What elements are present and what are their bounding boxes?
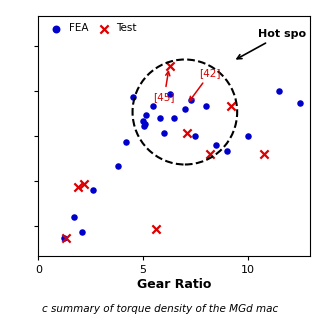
- FEA: [61, 236, 66, 241]
- Test: [82, 181, 87, 187]
- Test: [153, 227, 158, 232]
- FEA: [203, 103, 208, 108]
- FEA: [193, 133, 198, 139]
- FEA: [168, 92, 173, 97]
- FEA: [142, 121, 148, 126]
- Text: [42]: [42]: [190, 68, 221, 101]
- FEA: [130, 94, 135, 100]
- FEA: [276, 88, 282, 93]
- Test: [207, 151, 212, 156]
- FEA: [297, 100, 302, 106]
- FEA: [157, 116, 162, 121]
- FEA: [182, 107, 188, 112]
- Text: [45]: [45]: [154, 71, 175, 102]
- FEA: [224, 148, 229, 154]
- Legend: FEA, Test: FEA, Test: [44, 21, 139, 36]
- X-axis label: Gear Ratio: Gear Ratio: [137, 278, 212, 291]
- FEA: [245, 133, 250, 139]
- FEA: [172, 116, 177, 121]
- FEA: [80, 229, 85, 235]
- FEA: [140, 118, 146, 124]
- FEA: [124, 140, 129, 145]
- FEA: [141, 123, 147, 128]
- Test: [76, 184, 81, 189]
- Test: [168, 63, 173, 68]
- Test: [63, 236, 68, 241]
- Text: Hot spo: Hot spo: [237, 29, 306, 59]
- FEA: [188, 97, 194, 102]
- FEA: [161, 131, 166, 136]
- FEA: [214, 142, 219, 148]
- Test: [262, 151, 267, 156]
- Test: [184, 131, 189, 136]
- FEA: [115, 164, 120, 169]
- Text: c summary of torque density of the MGd mac: c summary of torque density of the MGd m…: [42, 304, 278, 314]
- FEA: [144, 112, 149, 117]
- FEA: [90, 188, 95, 193]
- FEA: [151, 103, 156, 108]
- FEA: [71, 214, 76, 220]
- Test: [228, 103, 234, 108]
